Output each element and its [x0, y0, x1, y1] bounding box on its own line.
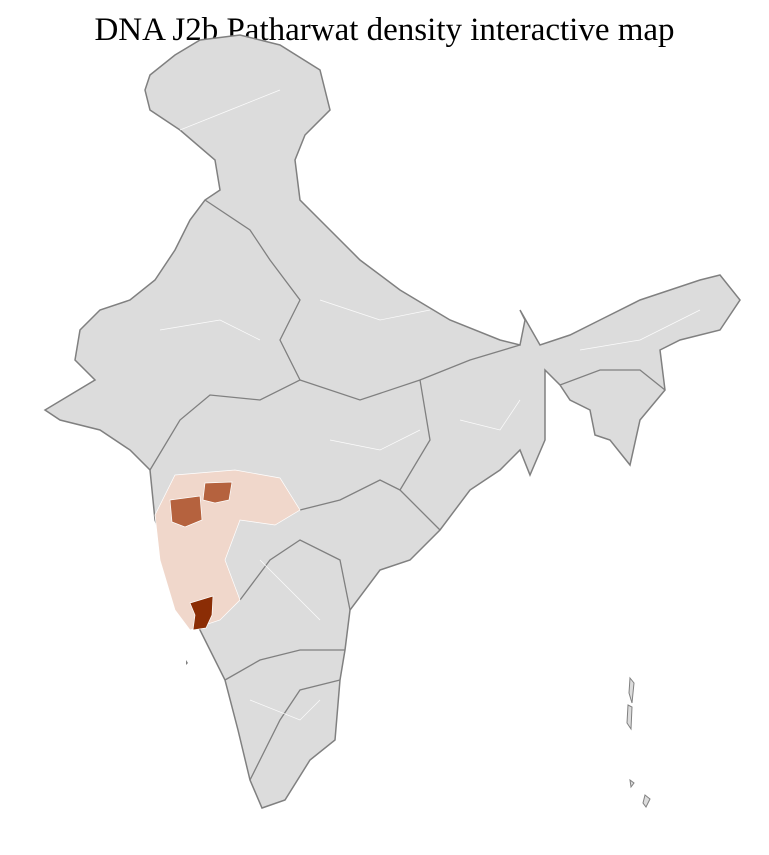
- district-high-density[interactable]: [189, 595, 214, 631]
- district-medium-density[interactable]: [169, 495, 203, 528]
- district-medium-density[interactable]: [202, 481, 233, 504]
- andaman-islands: [626, 676, 651, 808]
- state-borders: [149, 199, 666, 781]
- lakshadweep: [186, 660, 188, 665]
- india-outline[interactable]: [43, 34, 741, 809]
- district-borders: [159, 89, 701, 721]
- map-title: DNA J2b Patharwat density interactive ma…: [94, 12, 675, 48]
